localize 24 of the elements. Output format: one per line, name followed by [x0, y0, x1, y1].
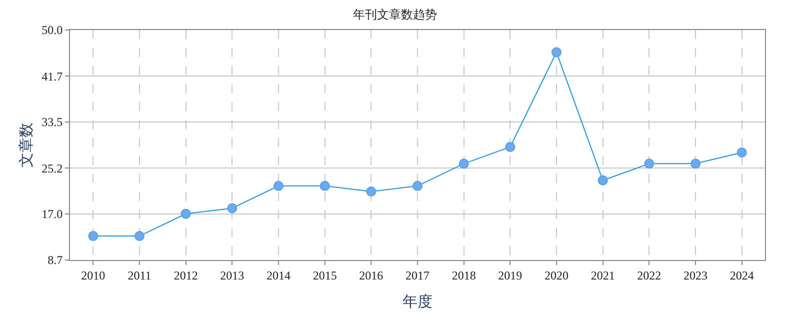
x-axis-title: 年度 — [402, 293, 432, 310]
x-tick-label: 2014 — [266, 268, 290, 282]
y-tick-label: 41.7 — [42, 69, 63, 84]
x-tick-label: 2020 — [544, 268, 568, 282]
y-tick-label: 8.7 — [48, 253, 63, 268]
x-tick-label: 2013 — [220, 268, 244, 282]
chart-title: 年刊文章数趋势 — [353, 7, 437, 22]
x-tick-label: 2016 — [359, 268, 384, 282]
x-tick-label: 2021 — [590, 268, 615, 282]
x-tick-label: 2015 — [312, 268, 337, 282]
x-tick-label: 2017 — [406, 268, 430, 282]
x-tick-label: 2019 — [498, 268, 522, 282]
y-tick-label: 50.0 — [42, 23, 63, 38]
y-tick-label: 33.5 — [42, 115, 63, 130]
x-tick-label: 2023 — [684, 268, 708, 282]
x-tick-label: 2018 — [452, 268, 476, 282]
x-tick-label: 2024 — [730, 268, 754, 282]
x-tick-label: 2011 — [128, 268, 152, 282]
y-tick-label: 25.2 — [42, 161, 63, 176]
y-axis-title: 文章数 — [18, 122, 35, 168]
x-tick-label: 2022 — [637, 268, 662, 282]
x-tick-label: 2010 — [81, 268, 106, 282]
x-tick-label: 2012 — [174, 268, 198, 282]
y-tick-label: 17.0 — [42, 206, 63, 221]
